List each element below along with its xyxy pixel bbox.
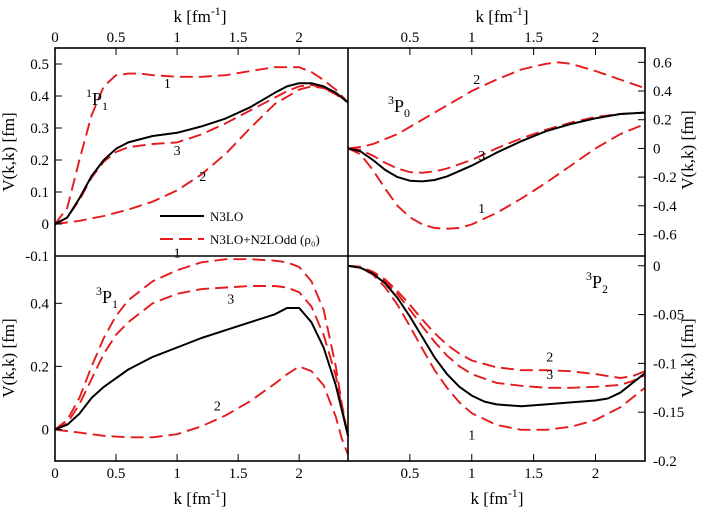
y-axis-title-top-right: V(k,k) [fm] — [678, 110, 697, 189]
plot-frame — [54, 47, 646, 462]
panel-label-3P0: 3P0 — [388, 93, 410, 120]
ytick-label-3P2: -0.2 — [653, 454, 677, 470]
xtick-label-3P0: 1 — [468, 30, 476, 46]
legend-label-n3lo: N3LO — [210, 209, 243, 224]
ytick-label-1P1: 0.3 — [30, 121, 49, 137]
curve-3P0-dd-3 — [347, 111, 646, 174]
ytick-label-1P1: 0.2 — [30, 153, 49, 169]
curve-3P0-dd-1 — [347, 123, 646, 230]
xtick-label-1P1: 2 — [295, 30, 303, 46]
xtick-label-1P1: 1.5 — [229, 30, 248, 46]
ytick-label-3P2: -0.05 — [653, 308, 684, 324]
xtick-label-1P1: 0.5 — [107, 30, 126, 46]
xtick-label-3P2: 1.5 — [524, 466, 543, 482]
y-axis-title-bottom-left: V(k,k) [fm] — [0, 318, 18, 397]
xtick-label-3P1: 2 — [295, 466, 303, 482]
ytick-label-3P2: -0.15 — [653, 405, 684, 421]
xtick-label-3P2: 0.5 — [401, 466, 420, 482]
curve-3P1-n3lo — [54, 307, 349, 437]
curve-label-3P2-1: 1 — [468, 429, 475, 444]
curve-3P1-dd-3 — [54, 285, 349, 436]
y-axis-title-bottom-right: V(k,k) [fm] — [678, 318, 697, 397]
ytick-label-1P1: 0.1 — [30, 185, 49, 201]
curve-3P0-n3lo — [347, 111, 646, 183]
ytick-label-1P1: 0.4 — [30, 89, 49, 105]
xtick-label-1P1: 0 — [51, 30, 59, 46]
curve-3P2-dd-1 — [347, 264, 646, 431]
curve-label-1P1-1: 1 — [164, 77, 171, 92]
xtick-label-3P2: 1 — [468, 466, 476, 482]
xtick-label-3P0: 2 — [592, 30, 600, 46]
curve-1P1-dd-1 — [54, 66, 349, 225]
ytick-label-3P1: 0.2 — [30, 359, 49, 375]
ytick-label-1P1: -0.1 — [25, 249, 49, 265]
curve-label-3P2-3: 3 — [546, 368, 553, 383]
ytick-label-3P0: -0.4 — [653, 199, 677, 215]
curve-label-1P1-2: 2 — [199, 170, 206, 185]
ytick-label-3P0: 0.2 — [653, 113, 672, 129]
curve-label-3P0-2: 2 — [473, 73, 480, 88]
xtick-label-3P1: 1.5 — [229, 466, 248, 482]
x-axis-title-top-left: k [fm-1] — [174, 4, 227, 26]
xtick-label-3P0: 0.5 — [401, 30, 420, 46]
curve-3P2-dd-3 — [347, 264, 646, 389]
legend-label-dd: N3LO+N2LOdd (ρ₀) — [210, 232, 320, 247]
ytick-label-3P0: -0.2 — [653, 170, 677, 186]
xtick-label-3P1: 0 — [51, 466, 59, 482]
curve-label-1P1-3: 3 — [174, 144, 181, 159]
ytick-label-3P0: 0.6 — [653, 55, 672, 71]
xtick-label-3P1: 0.5 — [107, 466, 126, 482]
curve-label-3P0-3: 3 — [478, 149, 485, 164]
xtick-label-3P0: 1.5 — [524, 30, 543, 46]
curve-label-3P1-1: 1 — [174, 247, 181, 262]
xtick-label-3P1: 1 — [173, 466, 181, 482]
ytick-label-3P2: -0.1 — [653, 356, 677, 372]
curve-3P2-n3lo — [347, 264, 646, 408]
y-axis-title-top-left: V(k,k) [fm] — [0, 112, 18, 191]
ytick-label-1P1: 0.5 — [30, 57, 49, 73]
ytick-label-3P0: 0 — [653, 141, 661, 157]
curve-label-3P1-3: 3 — [227, 292, 234, 307]
panel-label-1P1: 1P1 — [86, 86, 108, 113]
x-axis-title-bottom-right: k [fm-1] — [471, 486, 524, 508]
panel-label-3P2: 3P2 — [586, 269, 608, 296]
curve-3P2-dd-2 — [347, 264, 646, 379]
x-axis-title-top-right: k [fm-1] — [476, 4, 529, 26]
xtick-label-3P2: 2 — [592, 466, 600, 482]
curve-3P0-dd-2 — [347, 61, 646, 150]
curve-label-3P0-1: 1 — [478, 202, 485, 217]
ytick-label-3P0: 0.4 — [653, 84, 672, 100]
curve-3P1-dd-2 — [54, 365, 349, 456]
ytick-label-3P0: -0.6 — [653, 227, 677, 243]
ytick-label-3P1: 0 — [42, 422, 50, 438]
curve-3P1-dd-1 — [54, 258, 349, 436]
curve-1P1-n3lo — [54, 82, 349, 225]
xtick-label-1P1: 1 — [173, 30, 181, 46]
ytick-label-3P1: 0.4 — [30, 296, 49, 312]
ytick-label-3P2: 0 — [653, 259, 661, 275]
curve-label-3P1-2: 2 — [214, 400, 221, 415]
ytick-label-1P1: 0 — [42, 217, 50, 233]
panel-label-3P1: 3P1 — [96, 284, 118, 311]
curve-label-3P2-2: 2 — [546, 350, 553, 365]
x-axis-title-bottom-left: k [fm-1] — [174, 486, 227, 508]
